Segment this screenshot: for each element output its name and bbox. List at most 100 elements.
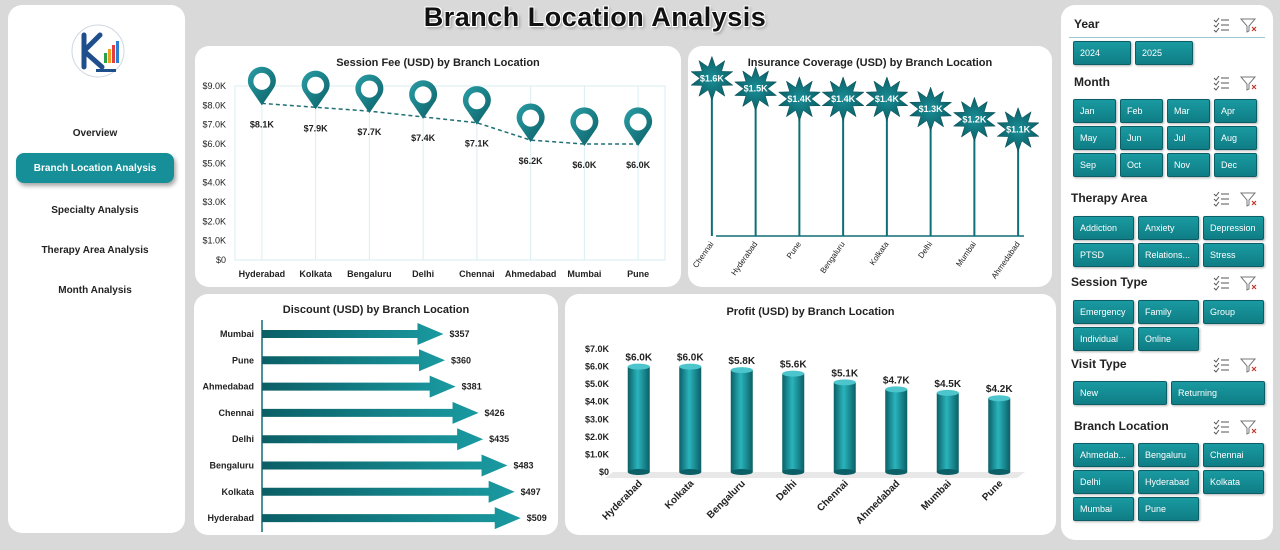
- filter-chip-visit-type-new[interactable]: New: [1073, 381, 1167, 405]
- discount-data-label: $435: [489, 434, 509, 444]
- session-fee-pin: [409, 80, 438, 119]
- session-fee-pin: [247, 66, 276, 106]
- x-tick-label: Pune: [785, 240, 803, 261]
- clear-filter-icon[interactable]: [1239, 192, 1257, 207]
- insurance-data-label: $1.4K: [875, 94, 900, 104]
- filter-chip-month-oct[interactable]: Oct: [1120, 153, 1163, 177]
- filter-chip-session-type-family[interactable]: Family: [1138, 300, 1199, 324]
- profit-cylinder-bar: [885, 386, 908, 475]
- filter-chip-month-apr[interactable]: Apr: [1214, 99, 1257, 123]
- x-tick-label: Pune: [980, 478, 1005, 503]
- profit-cylinder-bar: [833, 379, 856, 475]
- insurance-star-marker: [821, 76, 865, 122]
- filter-chip-session-type-group[interactable]: Group: [1203, 300, 1264, 324]
- insurance-data-label: $1.3K: [919, 104, 944, 114]
- clear-filter-icon[interactable]: [1239, 76, 1257, 91]
- y-tick-label: Hyderabad: [207, 513, 254, 523]
- nav-item-therapy-area-analysis[interactable]: Therapy Area Analysis: [41, 244, 149, 256]
- filter-chip-therapy-area-depression[interactable]: Depression: [1203, 216, 1264, 240]
- filter-chip-year-2025[interactable]: 2025: [1135, 41, 1193, 65]
- x-tick-label: Hyderabad: [239, 269, 286, 279]
- filter-chip-branch-location-chennai[interactable]: Chennai: [1203, 443, 1264, 467]
- filter-chip-branch-location-hyderabad[interactable]: Hyderabad: [1138, 470, 1199, 494]
- y-tick-label: $6.0K: [202, 139, 226, 149]
- profit-cylinder-bar: [936, 389, 959, 475]
- discount-data-label: $497: [521, 487, 541, 497]
- session-fee-pin: [355, 74, 384, 114]
- filter-chip-visit-type-returning[interactable]: Returning: [1171, 381, 1265, 405]
- clear-filter-icon[interactable]: [1239, 276, 1257, 291]
- x-tick-label: Ahmedabad: [505, 269, 557, 279]
- filter-chip-therapy-area-addiction[interactable]: Addiction: [1073, 216, 1134, 240]
- clear-filter-icon[interactable]: [1239, 420, 1257, 435]
- discount-arrow-bar: [262, 480, 515, 503]
- filter-chip-month-jun[interactable]: Jun: [1120, 126, 1163, 150]
- x-tick-label: Hyderabad: [601, 478, 645, 522]
- profit-data-label: $5.1K: [831, 368, 858, 379]
- y-tick-label: $8.0K: [202, 100, 226, 110]
- insurance-star-marker: [733, 65, 778, 112]
- filter-chip-month-mar[interactable]: Mar: [1167, 99, 1210, 123]
- filter-chip-month-nov[interactable]: Nov: [1167, 153, 1210, 177]
- filter-chip-month-feb[interactable]: Feb: [1120, 99, 1163, 123]
- filter-chip-therapy-area-ptsd[interactable]: PTSD: [1073, 243, 1134, 267]
- multi-select-icon[interactable]: [1213, 191, 1229, 207]
- filter-chip-branch-location-delhi[interactable]: Delhi: [1073, 470, 1134, 494]
- profit-data-label: $4.7K: [883, 375, 910, 386]
- nav-item-specialty-analysis[interactable]: Specialty Analysis: [51, 204, 139, 216]
- filter-chip-therapy-area-relations[interactable]: Relations...: [1138, 243, 1199, 267]
- session-fee-data-label: $7.1K: [465, 139, 490, 149]
- multi-select-icon[interactable]: [1213, 419, 1229, 435]
- session-fee-chart-panel: Session Fee (USD) by Branch Location $0 $…: [195, 46, 681, 287]
- session-fee-chart-title: Session Fee (USD) by Branch Location: [336, 57, 540, 69]
- filter-chip-branch-location-mumbai[interactable]: Mumbai: [1073, 497, 1134, 521]
- y-tick-label: Ahmedabad: [202, 382, 254, 392]
- profit-data-label: $4.2K: [986, 384, 1013, 395]
- profit-data-label: $6.0K: [625, 353, 652, 364]
- clear-filter-icon[interactable]: [1239, 358, 1257, 373]
- filter-chip-session-type-online[interactable]: Online: [1138, 327, 1199, 351]
- filter-chip-branch-location-ahmedab[interactable]: Ahmedab...: [1073, 443, 1134, 467]
- filter-title-session-type: Session Type: [1071, 275, 1148, 289]
- filter-chip-month-jul[interactable]: Jul: [1167, 126, 1210, 150]
- insurance-star-marker: [908, 86, 953, 132]
- filter-chip-month-jan[interactable]: Jan: [1073, 99, 1116, 123]
- x-tick-label: Bengaluru: [705, 478, 748, 521]
- filter-chip-year-2024[interactable]: 2024: [1073, 41, 1131, 65]
- nav-item-branch-location-analysis[interactable]: Branch Location Analysis: [16, 153, 174, 183]
- multi-select-icon[interactable]: [1213, 357, 1229, 373]
- multi-select-icon[interactable]: [1213, 17, 1229, 33]
- nav-item-month-analysis[interactable]: Month Analysis: [58, 284, 132, 296]
- multi-select-icon[interactable]: [1213, 275, 1229, 291]
- filter-chip-branch-location-bengaluru[interactable]: Bengaluru: [1138, 443, 1199, 467]
- discount-chart: Mumbai $357 Pune $360 Ahmedabad $381 Chennai $4…: [202, 320, 547, 532]
- filter-chip-month-may[interactable]: May: [1073, 126, 1116, 150]
- nav-item-overview[interactable]: Overview: [72, 127, 118, 139]
- filter-chip-branch-location-pune[interactable]: Pune: [1138, 497, 1199, 521]
- y-tick-label: Chennai: [218, 408, 254, 418]
- filter-chip-branch-location-kolkata[interactable]: Kolkata: [1203, 470, 1264, 494]
- clear-filter-icon[interactable]: [1239, 18, 1257, 33]
- y-tick-label: $1.0K: [585, 449, 610, 459]
- discount-arrow-bar: [262, 401, 479, 424]
- filter-chip-session-type-emergency[interactable]: Emergency: [1073, 300, 1134, 324]
- y-tick-label: $6.0K: [585, 362, 610, 372]
- y-tick-label: $0: [216, 255, 226, 265]
- filter-chip-month-sep[interactable]: Sep: [1073, 153, 1116, 177]
- y-tick-label: $5.0K: [585, 379, 610, 389]
- filter-title-visit-type: Visit Type: [1071, 357, 1127, 371]
- insurance-data-label: $1.6K: [700, 73, 725, 83]
- filter-chip-month-dec[interactable]: Dec: [1214, 153, 1257, 177]
- session-fee-data-label: $7.7K: [357, 127, 382, 137]
- filter-chip-therapy-area-stress[interactable]: Stress: [1203, 243, 1264, 267]
- filter-chip-session-type-individual[interactable]: Individual: [1073, 327, 1134, 351]
- session-fee-data-label: $6.2K: [519, 156, 544, 166]
- discount-arrow-bar: [262, 349, 445, 372]
- filter-chip-month-aug[interactable]: Aug: [1214, 126, 1257, 150]
- filter-chip-therapy-area-anxiety[interactable]: Anxiety: [1138, 216, 1199, 240]
- multi-select-icon[interactable]: [1213, 75, 1229, 91]
- filter-icons: [1213, 419, 1257, 435]
- discount-data-label: $426: [485, 408, 505, 418]
- x-tick-label: Delhi: [774, 478, 799, 503]
- filter-icons: [1213, 191, 1257, 207]
